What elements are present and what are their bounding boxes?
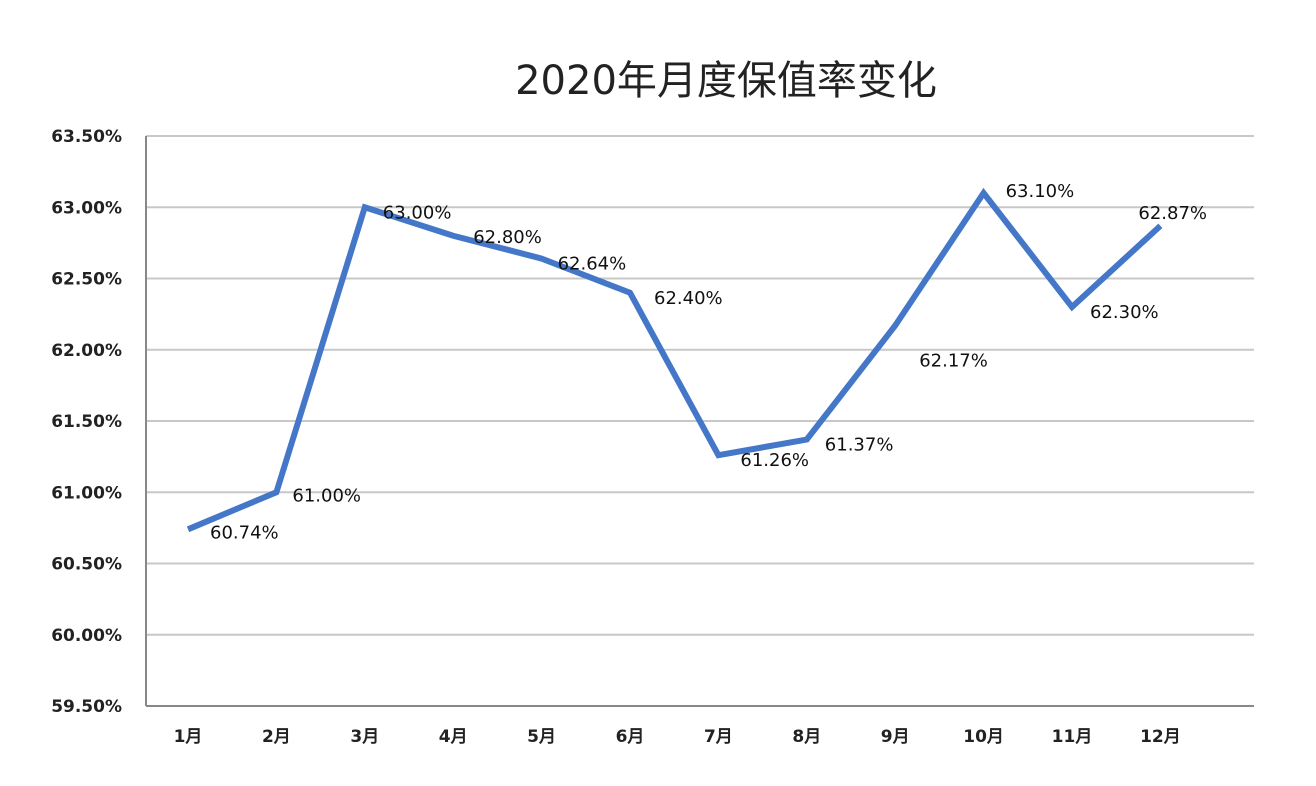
data-label: 61.00% xyxy=(292,485,361,506)
y-tick-label: 59.50% xyxy=(51,697,122,717)
data-label: 63.00% xyxy=(383,202,452,223)
y-tick-label: 63.50% xyxy=(51,127,122,147)
x-tick-label: 9月 xyxy=(881,727,910,747)
data-label: 60.74% xyxy=(210,522,279,543)
data-label: 61.37% xyxy=(825,435,894,456)
grid-layer xyxy=(146,135,1254,636)
x-tick-label: 2月 xyxy=(262,727,291,747)
y-tick-label: 61.50% xyxy=(51,412,122,432)
data-label: 62.17% xyxy=(919,351,988,372)
y-tick-label: 63.00% xyxy=(51,198,122,218)
data-label: 62.80% xyxy=(473,227,542,248)
data-label-layer: 60.74% 61.00% 63.00% 62.80% 62.64% 62.40% 61.2… xyxy=(210,181,1207,543)
x-tick-label: 6月 xyxy=(616,727,645,747)
x-tick-label: 7月 xyxy=(704,727,733,747)
data-label: 63.10% xyxy=(1006,181,1075,202)
y-tick-label: 60.50% xyxy=(51,555,122,575)
data-label: 62.64% xyxy=(558,254,627,275)
data-label: 62.87% xyxy=(1138,203,1207,224)
axis-layer xyxy=(145,136,1254,707)
data-label: 62.30% xyxy=(1090,302,1159,323)
y-tick-label: 62.00% xyxy=(51,341,122,361)
x-tick-label: 10月 xyxy=(963,727,1004,747)
y-tick-label: 62.50% xyxy=(51,270,122,290)
series-line-layer xyxy=(186,187,1163,533)
x-tick-label: 11月 xyxy=(1052,727,1093,747)
series-line xyxy=(186,187,1163,533)
x-tick-label: 3月 xyxy=(350,727,379,747)
chart-title: 2020年月度保值率变化 xyxy=(515,58,937,104)
x-tick-label: 4月 xyxy=(439,727,468,747)
data-label: 61.26% xyxy=(740,450,809,471)
x-tick-label: 5月 xyxy=(527,727,556,747)
y-tick-label: 60.00% xyxy=(51,626,122,646)
x-tick-label: 8月 xyxy=(792,727,821,747)
y-tick-label: 61.00% xyxy=(51,483,122,503)
data-label: 62.40% xyxy=(654,288,723,309)
y-tick-labels: 59.50% 60.00% 60.50% 61.00% 61.50% 62.00% 62.5… xyxy=(51,127,122,717)
x-tick-label: 12月 xyxy=(1140,727,1181,747)
x-tick-label: 1月 xyxy=(174,727,203,747)
x-tick-labels: 1月 2月 3月 4月 5月 6月 7月 8月 9月 10月 11月 12月 xyxy=(174,727,1181,747)
